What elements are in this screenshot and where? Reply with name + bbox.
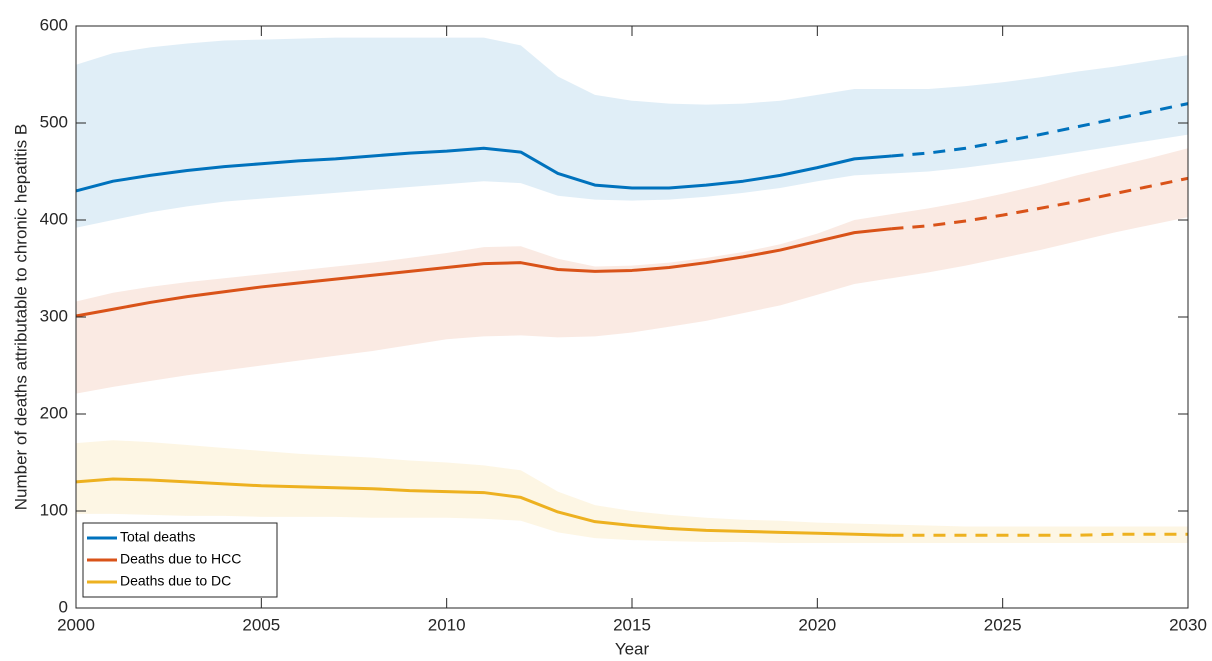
x-tick-label: 2015 — [613, 615, 651, 634]
line-observed — [75, 477, 892, 537]
line-projected — [891, 176, 1189, 231]
legend-label: Deaths due to HCC — [120, 551, 241, 567]
y-tick-label: 0 — [59, 597, 68, 616]
x-tick-label: 2020 — [798, 615, 836, 634]
y-tick-label: 100 — [40, 500, 68, 519]
legend-label: Deaths due to DC — [120, 573, 231, 589]
confidence-band — [76, 37, 1188, 228]
x-tick-label: 2010 — [428, 615, 466, 634]
x-tick-label: 2000 — [57, 615, 95, 634]
x-tick-label: 2030 — [1169, 615, 1207, 634]
y-tick-label: 500 — [40, 112, 68, 131]
legend: Total deaths Deaths due to HCC Deaths due … — [82, 522, 278, 598]
y-tick-label: 200 — [40, 403, 68, 422]
y-tick-label: 300 — [40, 306, 68, 325]
y-axis-label: Number of deaths attributable to chronic… — [11, 124, 30, 511]
line-projected — [891, 102, 1189, 158]
y-tick-label: 400 — [40, 209, 68, 228]
legend-label: Total deaths — [120, 529, 196, 545]
line-projected — [891, 532, 1188, 537]
line-observed — [75, 146, 892, 193]
x-tick-label: 2005 — [242, 615, 280, 634]
x-axis-label: Year — [615, 639, 650, 658]
line-observed — [75, 227, 892, 318]
lines — [75, 102, 1189, 537]
x-tick-label: 2025 — [984, 615, 1022, 634]
y-tick-label: 600 — [40, 15, 68, 34]
ticks: 2000 2005 2010 2015 2020 2025 2030 0 100 200 300 40… — [40, 15, 1207, 634]
confidence-band — [76, 440, 1188, 544]
